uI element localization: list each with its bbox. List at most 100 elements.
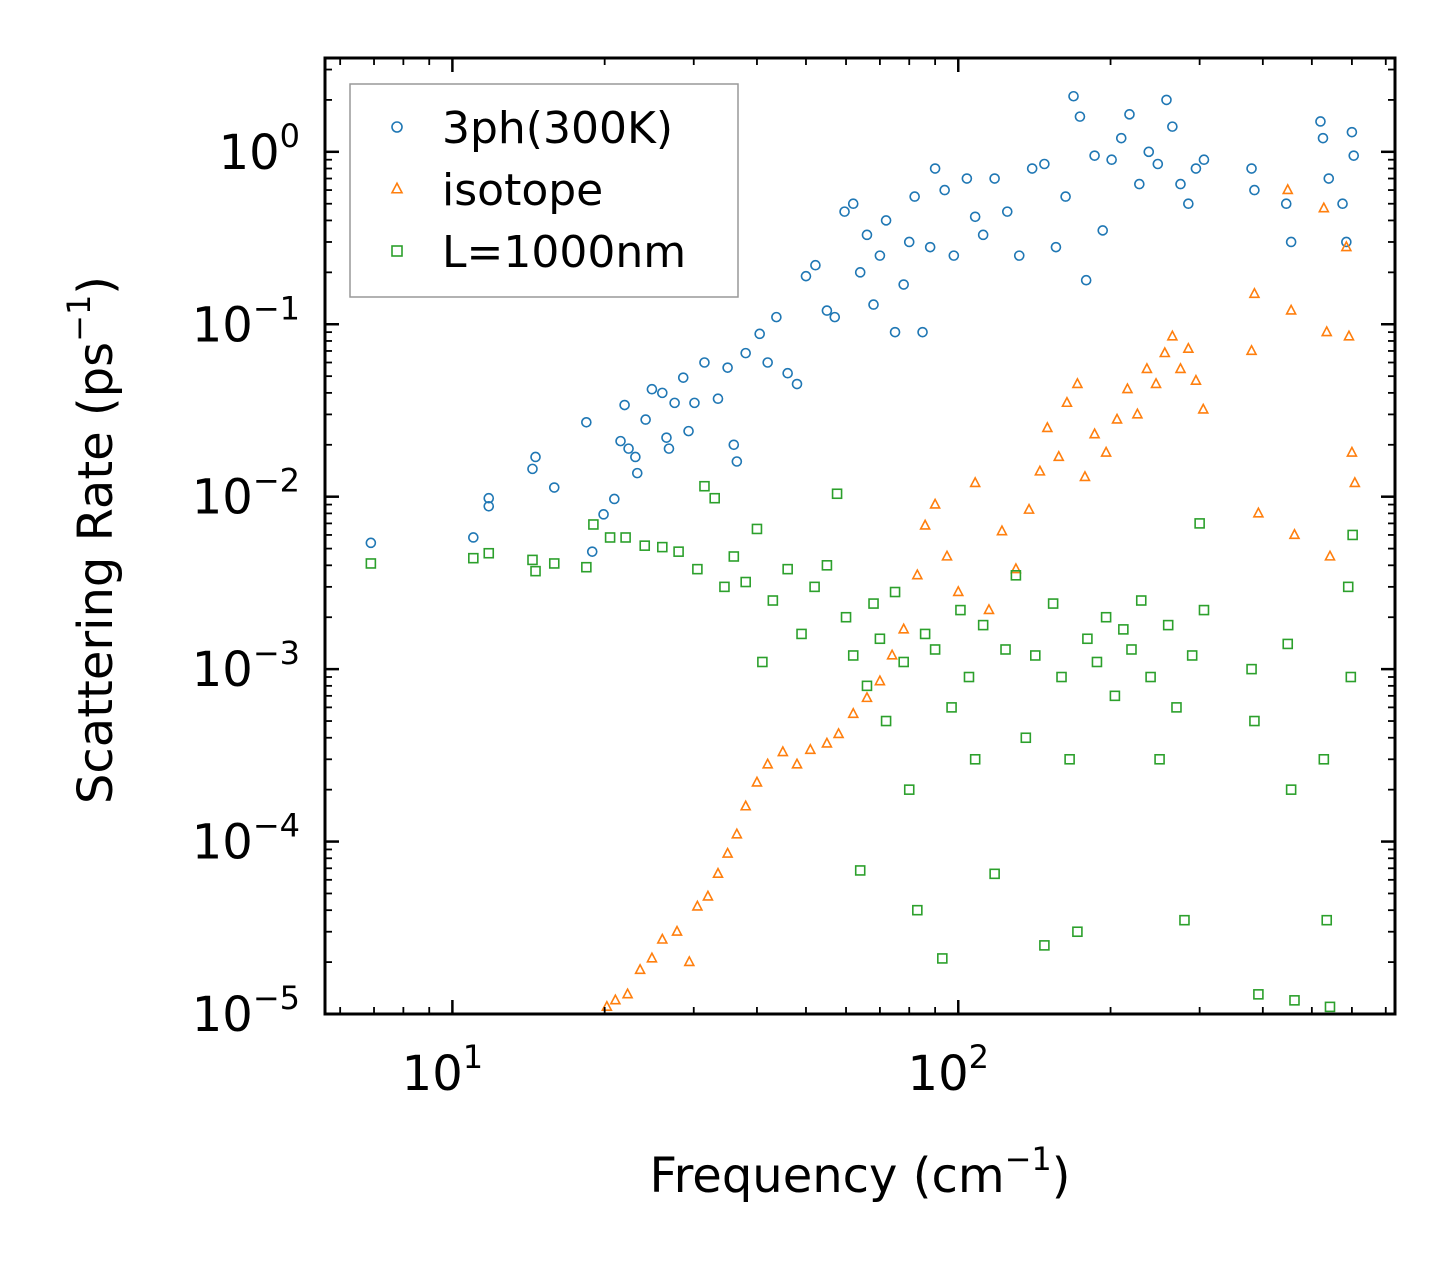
data-point (527, 554, 538, 566)
data-point (1198, 154, 1210, 166)
data-point (1318, 201, 1330, 213)
data-point (754, 328, 765, 340)
data-point (948, 250, 960, 261)
data-point (832, 727, 845, 739)
data-point (977, 229, 989, 241)
data-point (609, 493, 620, 505)
data-point (677, 372, 689, 383)
data-point (840, 611, 852, 623)
data-point (1071, 377, 1084, 389)
data-point (1245, 344, 1258, 356)
data-point (1131, 407, 1144, 419)
data-point (468, 552, 479, 564)
data-point (1143, 146, 1155, 158)
data-point (791, 757, 803, 769)
data-point (874, 633, 886, 645)
data-point (661, 432, 672, 443)
data-point (683, 425, 694, 437)
data-point (771, 311, 782, 323)
data-point (483, 500, 495, 512)
data-point (761, 757, 774, 769)
data-point (1348, 476, 1361, 488)
data-point (1348, 150, 1360, 161)
data-point (1249, 715, 1260, 727)
data-point (1121, 382, 1134, 394)
data-point (604, 532, 616, 543)
data-point (1182, 341, 1195, 354)
data-point (1324, 1001, 1336, 1013)
data-point (586, 546, 598, 557)
data-point (728, 551, 740, 562)
data-point (955, 604, 966, 616)
data-point (796, 628, 807, 640)
legend-box (349, 83, 739, 298)
data-point (1285, 784, 1297, 795)
data-point (1246, 163, 1257, 174)
data-point (1064, 753, 1075, 765)
data-point (1346, 445, 1358, 457)
data-point (1167, 121, 1178, 132)
data-point (1079, 470, 1091, 482)
data-point (1285, 236, 1297, 248)
data-point (1134, 178, 1145, 190)
data-point (731, 827, 743, 839)
data-point (861, 680, 873, 692)
data-point (1150, 377, 1162, 389)
data-point (601, 999, 613, 1012)
data-point (683, 955, 696, 967)
data-point (581, 561, 592, 573)
data-point (669, 397, 680, 409)
data-point (1080, 274, 1092, 286)
series-2 (365, 480, 1358, 1013)
data-point (1197, 402, 1210, 414)
data-point (919, 518, 931, 530)
legend-label: L=1000nm (442, 227, 686, 278)
data-point (468, 532, 479, 543)
data-point (1320, 325, 1333, 337)
data-point (721, 846, 734, 858)
data-point (1343, 329, 1355, 341)
data-point (1060, 191, 1071, 202)
data-point (702, 889, 714, 901)
data-point (1115, 132, 1127, 144)
data-point (634, 963, 646, 975)
data-point (646, 383, 658, 395)
data-point (939, 184, 950, 196)
data-point (911, 568, 924, 580)
data-point (657, 387, 668, 399)
data-point (663, 443, 675, 454)
data-point (898, 279, 909, 290)
data-point (1174, 362, 1187, 374)
x-tick-label: 101 (402, 1038, 483, 1102)
data-point (1345, 671, 1357, 683)
data-point (897, 622, 910, 634)
data-point (880, 215, 892, 226)
data-point (886, 648, 898, 660)
data-point (527, 463, 538, 475)
data-point (1282, 638, 1294, 650)
data-point (983, 603, 995, 615)
data-point (946, 702, 957, 713)
data-point (1026, 163, 1038, 174)
data-point (1061, 395, 1073, 408)
data-point (598, 509, 609, 520)
data-point (1179, 914, 1190, 926)
legend: 3ph(300K) isotope L=1000nm (349, 83, 739, 298)
data-point (989, 173, 1000, 184)
data-point (530, 565, 541, 577)
data-point (1186, 650, 1198, 661)
y-tick-label: 10−4 (192, 807, 300, 871)
data-point (1341, 236, 1352, 248)
data-point (709, 492, 720, 504)
data-point (821, 305, 833, 316)
data-point (1342, 581, 1354, 593)
y-tick-label: 10−5 (192, 979, 300, 1043)
points-layer (365, 90, 1361, 1013)
data-point (1321, 914, 1333, 926)
data-point (1288, 528, 1301, 540)
data-point (1124, 109, 1135, 120)
data-point (689, 397, 700, 409)
data-point (937, 953, 948, 964)
data-point (861, 691, 873, 703)
